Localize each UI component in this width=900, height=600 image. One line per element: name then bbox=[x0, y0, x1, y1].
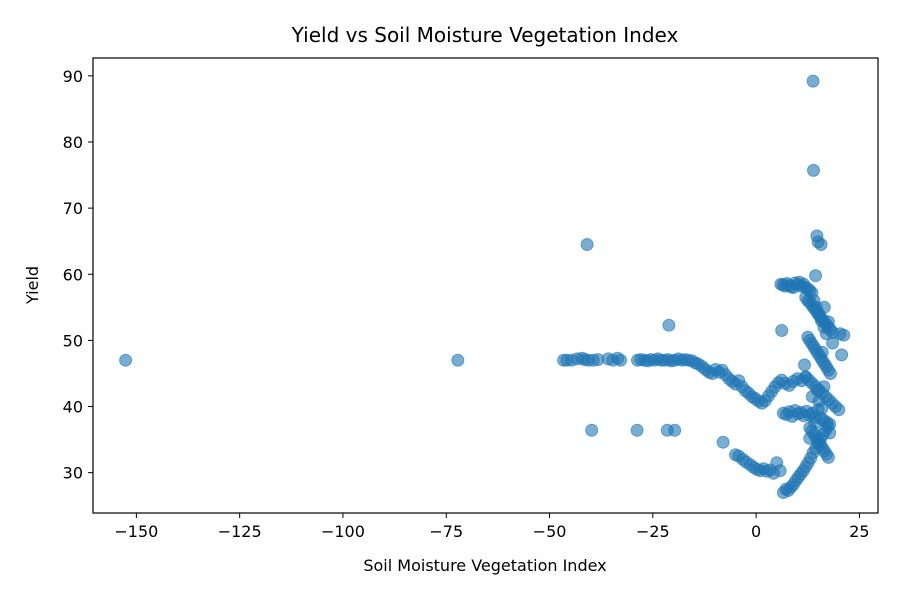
data-point bbox=[832, 403, 846, 417]
y-tick-label: 60 bbox=[63, 265, 83, 284]
data-point bbox=[119, 353, 133, 367]
data-point bbox=[821, 315, 835, 329]
data-point bbox=[716, 435, 730, 449]
data-point bbox=[803, 431, 817, 445]
x-axis-ticks: −150 −125 −100 −75 −50 −25 0 25 bbox=[114, 513, 870, 541]
y-axis-ticks: 30 40 50 60 70 80 90 bbox=[63, 67, 93, 483]
points-layer bbox=[119, 74, 851, 499]
y-tick-label: 50 bbox=[63, 331, 83, 350]
data-point bbox=[773, 464, 787, 478]
plot-frame bbox=[92, 57, 879, 514]
x-tick-label: −25 bbox=[636, 522, 670, 541]
data-point bbox=[775, 324, 789, 337]
data-point bbox=[630, 423, 644, 437]
x-tick-label: −100 bbox=[321, 522, 365, 541]
data-point bbox=[809, 269, 823, 283]
y-tick-label: 90 bbox=[63, 67, 83, 86]
data-point bbox=[826, 336, 840, 350]
data-point bbox=[451, 353, 465, 367]
data-point bbox=[806, 74, 820, 88]
data-point bbox=[585, 423, 599, 437]
data-point bbox=[824, 367, 837, 380]
data-point bbox=[614, 353, 628, 367]
data-point bbox=[817, 380, 831, 394]
data-point bbox=[821, 450, 835, 464]
data-point bbox=[668, 423, 682, 437]
data-point bbox=[662, 318, 676, 332]
data-point bbox=[823, 426, 837, 440]
x-tick-label: −50 bbox=[533, 522, 567, 541]
data-point bbox=[798, 358, 811, 372]
data-point bbox=[837, 328, 851, 342]
data-point bbox=[580, 238, 594, 251]
x-axis-label: Soil Moisture Vegetation Index bbox=[363, 556, 606, 575]
x-tick-label: −150 bbox=[114, 522, 158, 541]
x-tick-label: −75 bbox=[429, 522, 463, 541]
data-point bbox=[815, 402, 829, 415]
x-tick-label: 25 bbox=[849, 522, 869, 541]
data-point bbox=[817, 300, 831, 314]
data-point bbox=[835, 348, 849, 362]
y-tick-label: 70 bbox=[63, 199, 83, 218]
data-point bbox=[815, 345, 829, 359]
y-tick-label: 40 bbox=[63, 398, 83, 417]
x-tick-label: −125 bbox=[218, 522, 262, 541]
y-axis-label: Yield bbox=[23, 266, 42, 305]
data-point bbox=[814, 238, 828, 251]
chart-title: Yield vs Soil Moisture Vegetation Index bbox=[291, 23, 679, 47]
y-tick-label: 30 bbox=[63, 464, 83, 483]
data-point bbox=[807, 163, 820, 177]
data-point bbox=[808, 416, 822, 430]
y-tick-label: 80 bbox=[63, 133, 83, 152]
x-tick-label: 0 bbox=[751, 522, 761, 541]
